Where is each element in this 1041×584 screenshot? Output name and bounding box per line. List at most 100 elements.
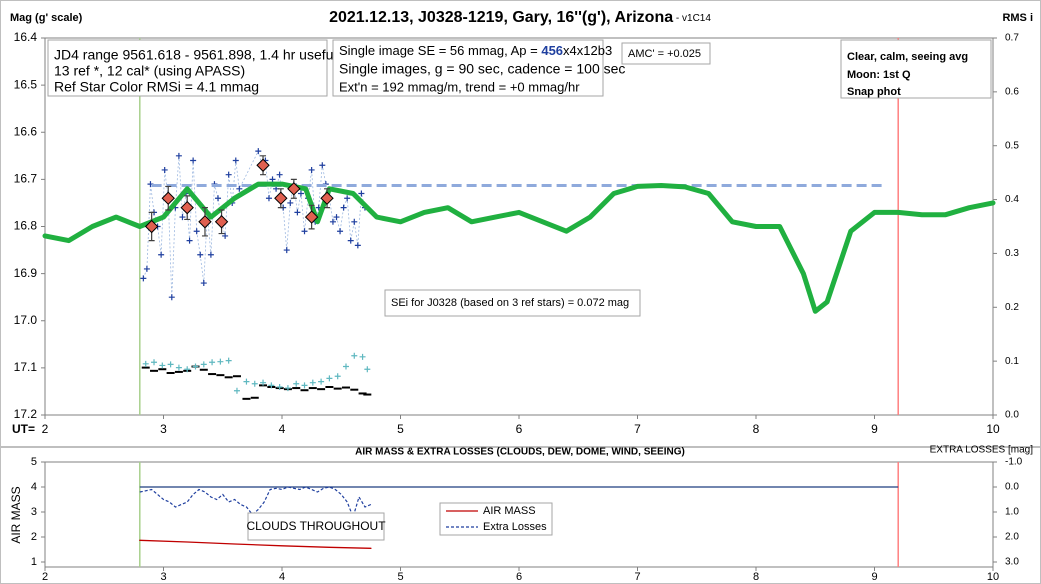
- y2-tick-label: 0.6: [1005, 86, 1019, 97]
- y2-tick-label: 0.7: [1005, 33, 1019, 44]
- plus-point: [159, 362, 166, 369]
- y-axis-label: Mag (g' scale): [10, 12, 83, 24]
- y2-tick-label: -1.0: [1005, 457, 1023, 468]
- plus-point: [243, 378, 250, 385]
- plus-point: [142, 360, 149, 367]
- x-tick-label: 8: [753, 571, 759, 583]
- annotation-part: Single image SE = 56 mmag, Ap =: [339, 43, 541, 58]
- plus-point: [276, 383, 283, 390]
- annotation-text: Snap phot: [847, 86, 901, 98]
- plus-point: [186, 237, 193, 244]
- x-tick-label: 9: [871, 422, 878, 436]
- plus-point: [151, 359, 158, 366]
- plus-point: [294, 209, 301, 216]
- binned-point: [274, 191, 288, 205]
- plus-point: [358, 190, 365, 197]
- plus-point: [140, 275, 147, 282]
- annotation-part: 456: [541, 43, 563, 58]
- x-tick-label: 5: [397, 422, 404, 436]
- binned-point: [256, 158, 270, 172]
- y2-tick-label: 0.1: [1005, 356, 1019, 367]
- plus-point: [167, 361, 174, 368]
- plus-point: [333, 214, 340, 221]
- annotation-text: 13 ref *, 12 cal* (using APASS): [54, 63, 245, 79]
- plus-point: [222, 232, 229, 239]
- plus-point: [193, 228, 200, 235]
- plus-point: [161, 166, 168, 173]
- binned-point: [320, 191, 334, 205]
- y-tick-label: 16.6: [14, 124, 38, 138]
- y2-tick-label: 1.0: [1005, 507, 1019, 518]
- x-axis-label: UT=: [12, 422, 35, 436]
- binned-point: [214, 215, 229, 229]
- plus-point: [175, 364, 182, 371]
- plus-point: [236, 185, 243, 192]
- plus-point: [347, 237, 354, 244]
- annotation-box: [332, 39, 604, 97]
- y-tick-label: 2: [31, 531, 37, 543]
- x-tick-label: 7: [634, 571, 640, 583]
- y2-tick-label: 0.4: [1005, 194, 1019, 205]
- plus-point: [354, 242, 361, 249]
- plus-point: [265, 195, 272, 202]
- annotation-text: Moon: 1st Q: [847, 69, 911, 81]
- y-tick-label: 16.7: [14, 172, 38, 186]
- plus-point: [364, 366, 371, 373]
- legend-label: AIR MASS: [483, 505, 536, 517]
- series-dashed-line: [139, 486, 372, 519]
- annotation-text: SEi for J0328 (based on 3 ref stars) = 0…: [391, 297, 629, 309]
- y-tick-label: 16.5: [14, 77, 38, 91]
- plus-point: [251, 380, 258, 387]
- binned-point: [198, 215, 212, 229]
- plus-point: [342, 363, 349, 370]
- chart-title: 2021.12.13, J0328-1219, Gary, 16''(g'), …: [329, 9, 711, 26]
- annotation-text: AMC' = +0.025: [628, 48, 701, 60]
- plus-point: [351, 352, 358, 359]
- plus-point: [284, 385, 291, 392]
- plus-point: [340, 204, 347, 211]
- y-tick-label: 17.2: [14, 407, 38, 421]
- annotation-box: [621, 42, 711, 65]
- y-tick-label: 16.4: [14, 30, 38, 44]
- plus-point: [337, 228, 344, 235]
- plus-point: [225, 357, 232, 364]
- annotation-box: [384, 289, 641, 317]
- annotation-text: Ext'n = 192 mmag/m, trend = +0 mmag/hr: [339, 79, 580, 94]
- y-tick-label: 17.1: [14, 360, 38, 374]
- plus-point: [233, 387, 240, 394]
- plus-point: [207, 251, 214, 258]
- plus-point: [318, 378, 325, 385]
- y2-axis-label: RMS i: [1002, 12, 1033, 24]
- y-tick-label: 1: [31, 556, 37, 568]
- plus-point: [200, 280, 207, 287]
- x-tick-label: 7: [634, 422, 641, 436]
- plus-point: [217, 358, 224, 365]
- plus-point: [190, 157, 197, 164]
- subtitle: - v1C14: [673, 13, 711, 24]
- plus-point: [168, 294, 175, 301]
- y2-tick-label: 0.5: [1005, 140, 1019, 151]
- x-tick-label: 10: [987, 571, 999, 583]
- series-line: [139, 539, 372, 549]
- plus-point: [351, 218, 358, 225]
- plus-point: [287, 199, 294, 206]
- annotation-text: Single image SE = 56 mmag, Ap = 456x4x12…: [339, 43, 612, 58]
- plus-point: [179, 214, 186, 221]
- x-tick-label: 2: [42, 422, 49, 436]
- x-tick-label: 9: [871, 571, 877, 583]
- annotation-text: Ref Star Color RMSi = 4.1 mmag: [54, 79, 259, 95]
- binned-point: [180, 200, 194, 215]
- y2-tick-label: 0.0: [1005, 410, 1019, 421]
- plus-point: [268, 382, 275, 389]
- plus-point: [225, 171, 232, 178]
- plus-point: [344, 195, 351, 202]
- title-text: 2021.12.13, J0328-1219, Gary, 16''(g'), …: [329, 9, 673, 26]
- plus-point: [326, 375, 333, 382]
- plus-point: [301, 382, 308, 389]
- binned-point: [304, 210, 319, 224]
- plus-point: [184, 366, 191, 373]
- plus-point: [359, 353, 366, 360]
- legend-label: Extra Losses: [483, 521, 547, 533]
- y-tick-label: 5: [31, 456, 37, 468]
